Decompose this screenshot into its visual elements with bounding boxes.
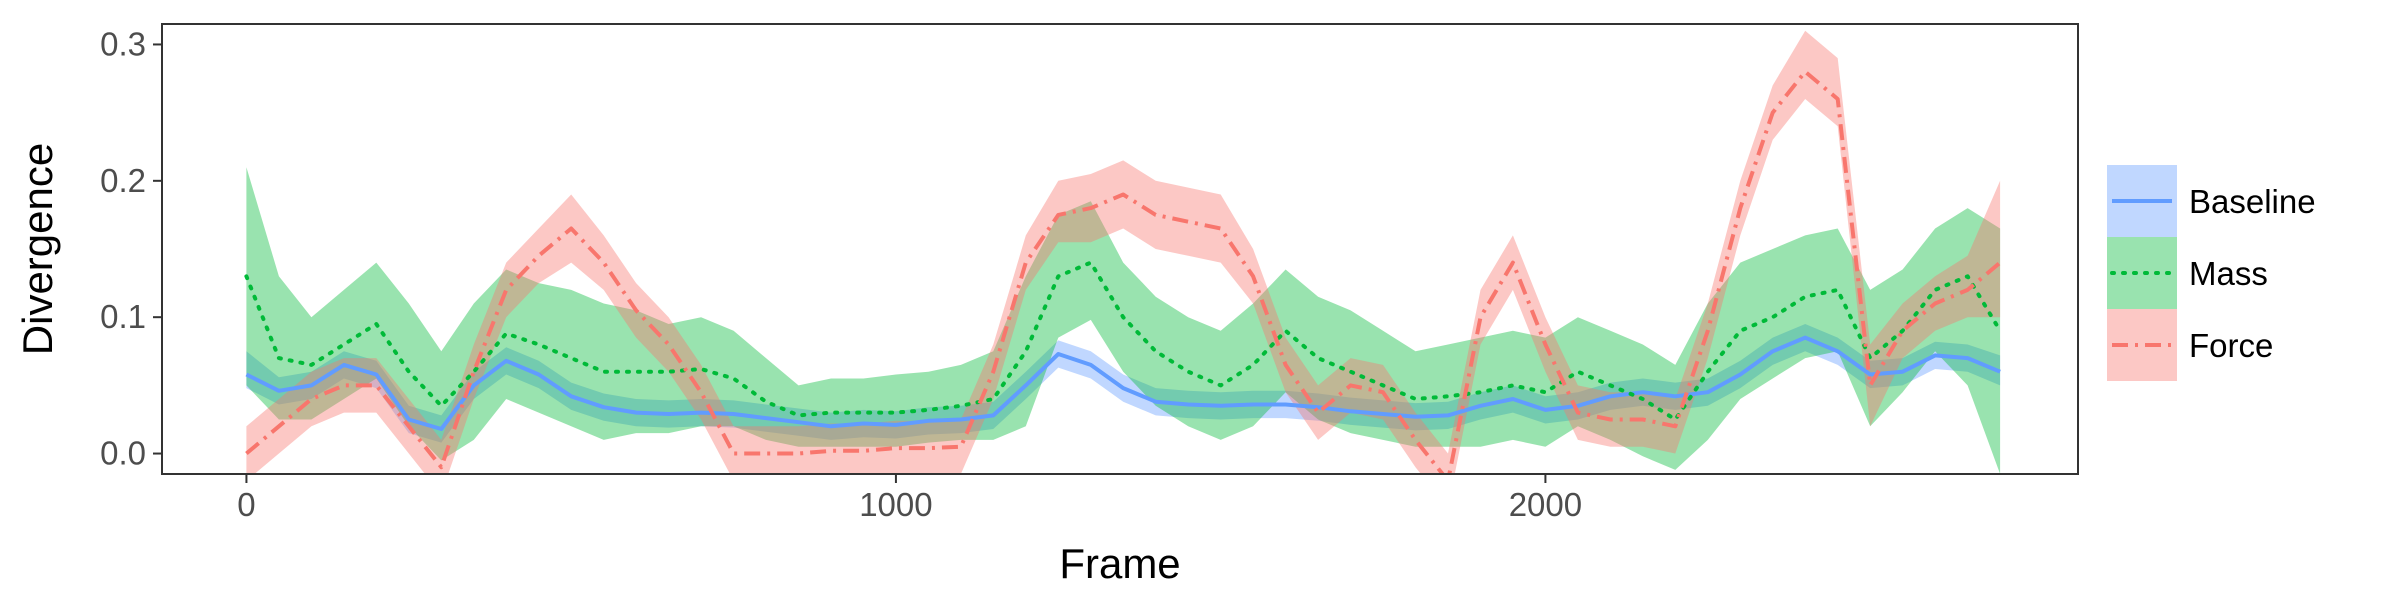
x-tick-label: 1000 <box>859 486 932 523</box>
y-tick-label: 0.3 <box>100 25 146 62</box>
series-lines <box>244 69 2003 474</box>
x-tick-label: 2000 <box>1509 486 1582 523</box>
confidence-bands <box>246 30 2001 474</box>
force-series-line <box>245 69 2002 474</box>
force-confidence-band <box>246 30 2001 474</box>
legend-label-baseline: Baseline <box>2189 183 2316 220</box>
plot-panel-border <box>161 23 2079 475</box>
legend-item-mass: Mass <box>2107 237 2268 309</box>
mass-series-line <box>244 260 2003 422</box>
legend-label-force: Force <box>2189 327 2273 364</box>
x-axis-title: Frame <box>1059 540 1180 587</box>
mass-confidence-band <box>246 167 2001 474</box>
baseline-series-line <box>245 335 2001 431</box>
legend-item-force: Force <box>2107 309 2273 381</box>
y-tick-label: 0.2 <box>100 162 146 199</box>
legend-label-mass: Mass <box>2189 255 2268 292</box>
legend: Baseline Mass Force <box>2107 165 2316 381</box>
y-axis: 0.0 0.1 0.2 0.3 <box>100 25 162 472</box>
x-axis: 0 1000 2000 <box>237 474 1582 523</box>
y-tick-label: 0.0 <box>100 435 146 472</box>
legend-item-baseline: Baseline <box>2107 165 2316 237</box>
y-axis-title: Divergence <box>14 143 61 355</box>
y-tick-label: 0.1 <box>100 298 146 335</box>
x-tick-label: 0 <box>237 486 255 523</box>
